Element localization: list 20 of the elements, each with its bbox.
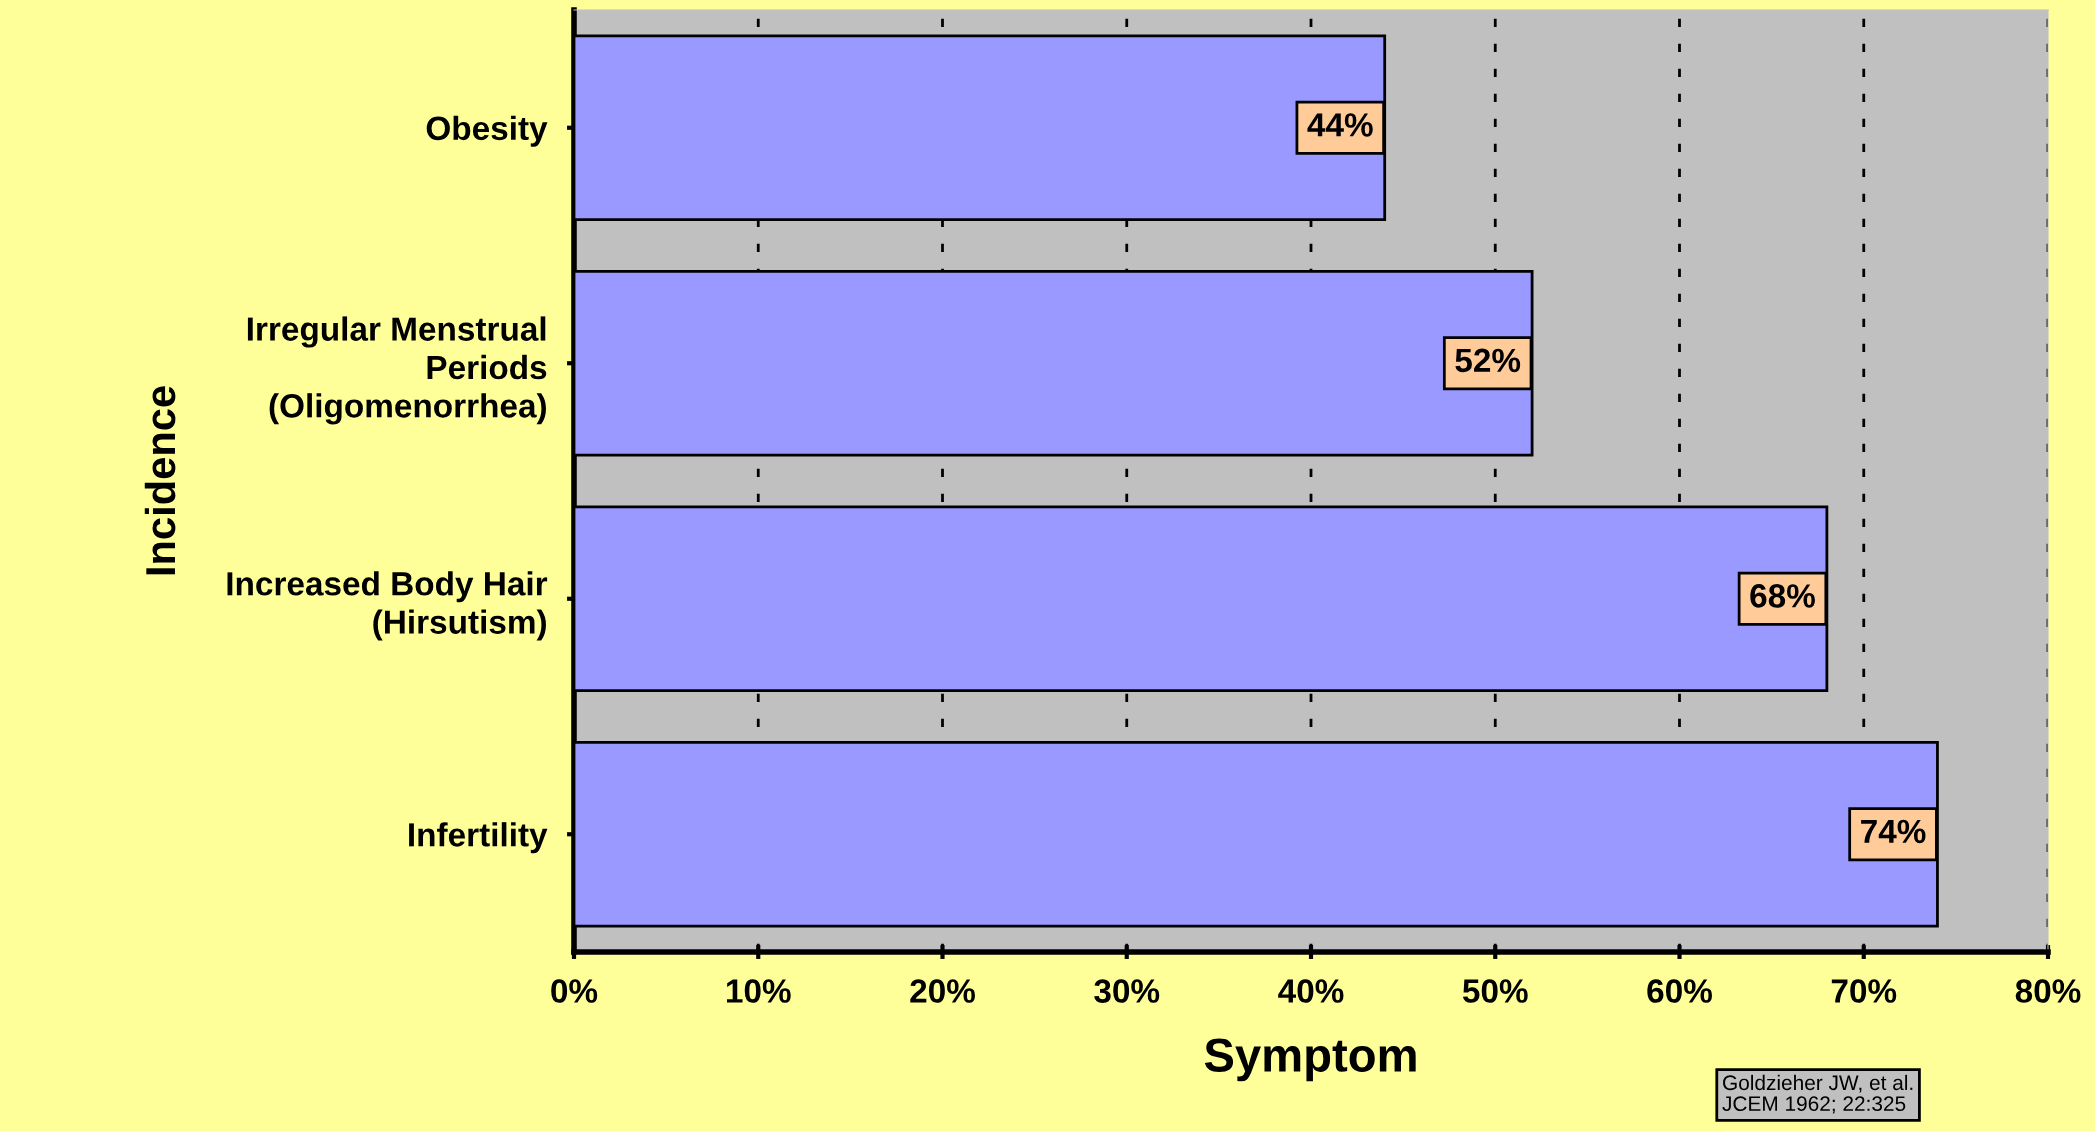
y-tick-label: Obesity <box>426 115 548 147</box>
x-tick-label: 0% <box>551 979 598 1003</box>
y-tick-label: Increased Body Hair (Hirsutism) <box>227 571 548 641</box>
x-tick-label: 20% <box>910 979 975 1003</box>
x-tick-label: 50% <box>1462 979 1528 1003</box>
data-label: 52% <box>1455 348 1521 373</box>
x-tick-label: 30% <box>1094 979 1160 1003</box>
y-tick-label: Irregular Menstrual Periods (Oligomenorrhea) <box>247 316 547 425</box>
data-label: 44% <box>1307 113 1373 137</box>
x-tick-label: 40% <box>1278 979 1344 1003</box>
y-axis-title: Incidence <box>144 386 176 575</box>
x-tick-label: 70% <box>1831 979 1897 1003</box>
y-tick-label: Infertility <box>409 822 548 854</box>
data-label: 74% <box>1861 819 1926 844</box>
x-tick-label: 60% <box>1647 979 1712 1003</box>
text: Goldzieher JW, et al. JCEM 1962; 22:325 <box>1722 1074 1913 1114</box>
x-axis-title: Symptom <box>1204 1038 1416 1082</box>
data-label: 68% <box>1750 584 1815 608</box>
x-tick-label: 80% <box>2015 979 2081 1003</box>
x-tick-label: 10% <box>726 979 791 1003</box>
